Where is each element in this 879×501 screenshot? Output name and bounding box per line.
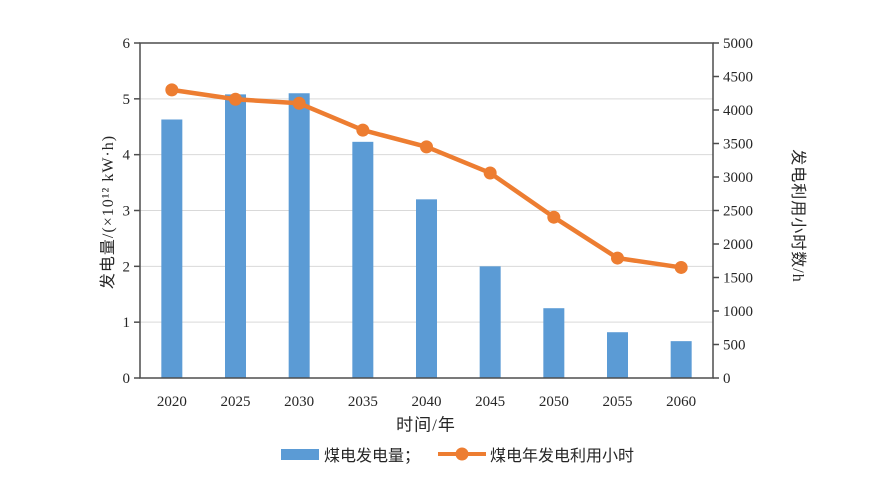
x-tick-label-2040: 2040 bbox=[412, 394, 442, 410]
right-tick-label: 500 bbox=[723, 338, 746, 354]
line-marker-2055 bbox=[611, 251, 624, 265]
left-tick-label: 6 bbox=[123, 36, 131, 52]
line-marker-2025 bbox=[229, 92, 242, 106]
bar-2030 bbox=[288, 93, 310, 378]
left-tick-label: 4 bbox=[123, 148, 131, 164]
legend-line-label: 煤电年发电利用小时 bbox=[490, 448, 635, 465]
right-tick-label: 4500 bbox=[723, 70, 753, 86]
line-marker-2060 bbox=[674, 260, 688, 274]
legend-line-marker-icon bbox=[455, 447, 469, 461]
right-tick-label: 2500 bbox=[723, 204, 753, 220]
right-tick-label: 3000 bbox=[723, 170, 753, 186]
x-tick-label-2035: 2035 bbox=[348, 394, 378, 410]
left-tick-label: 1 bbox=[123, 315, 131, 331]
bar-2020 bbox=[161, 119, 183, 378]
right-tick-label: 3500 bbox=[723, 137, 753, 153]
bar-2045 bbox=[479, 266, 501, 378]
bar-2050 bbox=[543, 308, 565, 378]
line-marker-2035 bbox=[356, 123, 370, 137]
x-tick-label-2020: 2020 bbox=[157, 394, 187, 410]
x-tick-label-2030: 2030 bbox=[284, 394, 314, 410]
bar-2025 bbox=[225, 94, 246, 378]
left-tick-label: 3 bbox=[123, 204, 131, 220]
bar-2040 bbox=[416, 199, 437, 378]
left-tick-label: 2 bbox=[123, 259, 131, 275]
legend: 煤电发电量； 煤电年发电利用小时 bbox=[18, 441, 879, 467]
x-tick-label-2025: 2025 bbox=[221, 394, 251, 410]
left-axis-title: 发电量/(×10¹² kW·h) bbox=[100, 134, 117, 290]
legend-line-swatch bbox=[438, 447, 486, 461]
x-axis-title: 时间/年 bbox=[396, 415, 456, 435]
legend-bar-swatch bbox=[280, 448, 319, 460]
line-marker-2030 bbox=[292, 96, 306, 110]
right-tick-label: 1500 bbox=[723, 271, 753, 287]
x-tick-label-2045: 2045 bbox=[475, 394, 505, 410]
x-tick-label-2055: 2055 bbox=[603, 394, 633, 410]
line-marker-2050 bbox=[547, 210, 561, 224]
right-tick-label: 1000 bbox=[723, 304, 753, 320]
legend-bar-label: 煤电发电量； bbox=[323, 448, 420, 465]
line-marker-2045 bbox=[483, 166, 497, 180]
line-marker-2020 bbox=[165, 83, 179, 97]
right-tick-label: 0 bbox=[723, 371, 731, 387]
right-tick-label: 4000 bbox=[723, 103, 753, 119]
bar-2060 bbox=[670, 341, 692, 378]
x-tick-label-2060: 2060 bbox=[666, 394, 696, 410]
right-tick-label: 5000 bbox=[723, 36, 753, 52]
bar-2055 bbox=[607, 332, 628, 378]
x-tick-label-2050: 2050 bbox=[539, 394, 569, 410]
right-axis-title: 发电利用小时数/h bbox=[789, 149, 806, 283]
left-tick-label: 5 bbox=[123, 92, 131, 108]
right-tick-label: 2000 bbox=[723, 237, 753, 253]
left-tick-label: 0 bbox=[123, 371, 131, 387]
bar-2035 bbox=[352, 141, 374, 378]
line-marker-2040 bbox=[420, 140, 433, 154]
